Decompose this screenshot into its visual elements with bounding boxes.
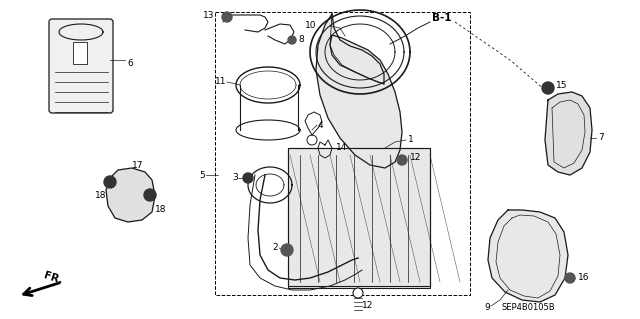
Polygon shape bbox=[545, 92, 592, 175]
Text: 4: 4 bbox=[318, 121, 324, 130]
Text: SEP4B0105B: SEP4B0105B bbox=[501, 303, 555, 313]
Bar bbox=[215, 12, 470, 295]
Text: 6: 6 bbox=[127, 58, 132, 68]
Circle shape bbox=[397, 155, 407, 165]
Text: 14: 14 bbox=[336, 144, 348, 152]
Circle shape bbox=[144, 189, 156, 201]
Text: 8: 8 bbox=[298, 35, 304, 44]
Bar bbox=[288, 148, 430, 288]
Text: 15: 15 bbox=[556, 81, 568, 91]
Polygon shape bbox=[316, 14, 402, 168]
Text: 18: 18 bbox=[155, 205, 166, 214]
Text: FR.: FR. bbox=[42, 270, 63, 286]
Circle shape bbox=[243, 173, 253, 183]
Circle shape bbox=[307, 135, 317, 145]
Text: 7: 7 bbox=[598, 133, 604, 143]
Text: B-1: B-1 bbox=[432, 13, 451, 23]
Polygon shape bbox=[488, 210, 568, 302]
Circle shape bbox=[281, 244, 293, 256]
Text: 9: 9 bbox=[484, 303, 490, 313]
Text: 1: 1 bbox=[408, 136, 413, 145]
Polygon shape bbox=[106, 168, 155, 222]
Text: 12: 12 bbox=[410, 153, 421, 162]
Text: 10: 10 bbox=[305, 21, 316, 31]
Text: 13: 13 bbox=[202, 11, 214, 20]
Text: 12: 12 bbox=[362, 300, 373, 309]
Circle shape bbox=[222, 12, 232, 22]
Circle shape bbox=[104, 176, 116, 188]
Circle shape bbox=[565, 273, 575, 283]
Circle shape bbox=[288, 36, 296, 44]
Bar bbox=[288, 148, 430, 286]
Text: 17: 17 bbox=[132, 160, 143, 169]
Text: 2: 2 bbox=[273, 243, 278, 253]
FancyBboxPatch shape bbox=[49, 19, 113, 113]
Text: 16: 16 bbox=[578, 273, 589, 283]
Text: 5: 5 bbox=[199, 170, 205, 180]
Text: 18: 18 bbox=[95, 191, 106, 201]
Text: 11: 11 bbox=[214, 78, 226, 86]
Circle shape bbox=[542, 82, 554, 94]
Text: 3: 3 bbox=[232, 174, 238, 182]
Bar bbox=[73, 42, 87, 64]
Circle shape bbox=[353, 288, 363, 298]
